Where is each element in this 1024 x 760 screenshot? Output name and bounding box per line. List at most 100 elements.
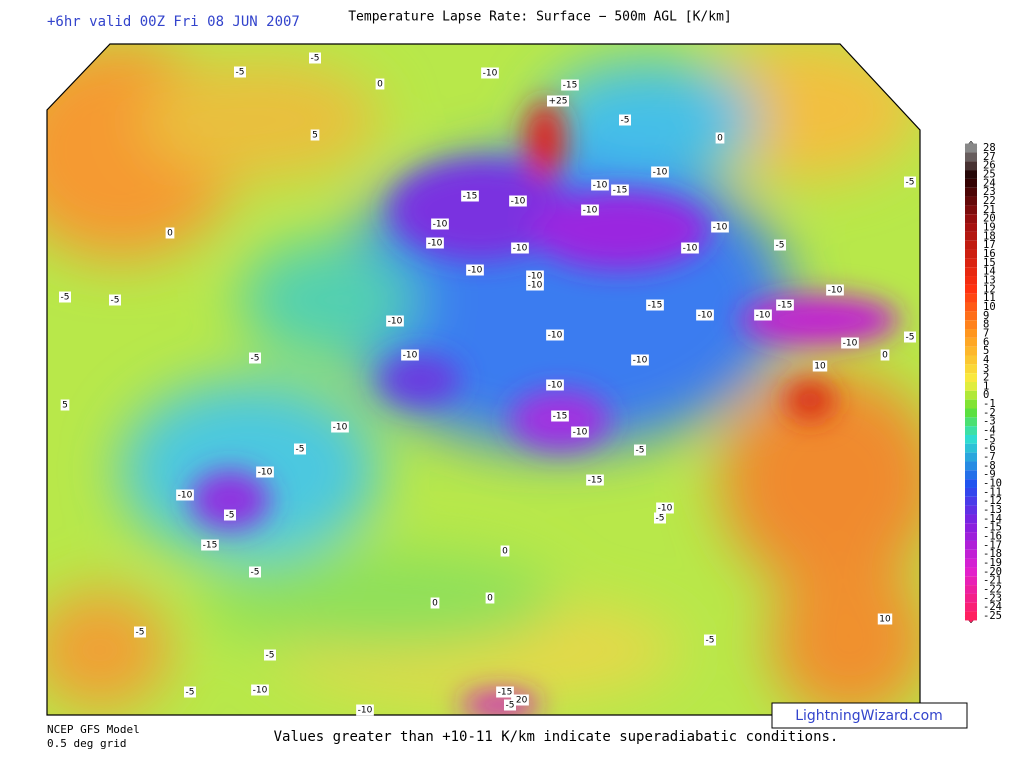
contour-label-box: [696, 309, 714, 321]
contour-label: -10: [388, 317, 403, 327]
contour-label-box: [224, 509, 236, 521]
contour-label-box: [249, 566, 261, 578]
contour-label-box: [375, 78, 385, 90]
colorbar-label: -9: [983, 469, 996, 481]
valid-time: +6hr valid 00Z Fri 08 JUN 2007: [47, 14, 300, 30]
contour-label: -15: [498, 688, 513, 698]
colorbar-cell: [965, 364, 977, 374]
colorbar-label: 27: [983, 151, 996, 163]
contour-label: -5: [656, 514, 665, 524]
contour-label: -10: [528, 281, 543, 291]
contour-label-box: [485, 592, 495, 604]
colorbar-label: 7: [983, 327, 989, 339]
colorbar-cell: [965, 355, 977, 365]
contour-label-box: [651, 166, 669, 178]
contour-label-box: [526, 270, 544, 282]
colorbar-cell: [965, 293, 977, 303]
contour-label-box: [496, 686, 514, 698]
colorbar: 2827262524232221201918171615141312111098…: [964, 140, 1002, 624]
contour-label-box: [681, 242, 699, 254]
contour-label-box: [500, 545, 510, 557]
contour-label: -10: [253, 686, 268, 696]
contour-label-box: [109, 294, 121, 306]
contour-label-box: [547, 95, 569, 107]
colorbar-label: -15: [983, 522, 1002, 534]
colorbar-label: 21: [983, 204, 996, 216]
contour-label: -10: [843, 339, 858, 349]
colorbar-label: 22: [983, 195, 996, 207]
contour-label: -10: [333, 423, 348, 433]
contour-label-box: [165, 227, 175, 239]
contour-label: 0: [377, 80, 383, 90]
contour-label-box: [526, 279, 544, 291]
colorbar-label: 11: [983, 292, 996, 304]
contour-label: -10: [178, 491, 193, 501]
contour-label: -10: [593, 181, 608, 191]
contour-label-box: [654, 512, 666, 524]
colorbar-cell: [965, 549, 977, 559]
contour-label: -15: [588, 476, 603, 486]
colorbar-cell: [965, 240, 977, 250]
colorbar-cell: [965, 426, 977, 435]
colorbar-cell: [965, 540, 977, 550]
contour-label-box: [386, 315, 404, 327]
contour-label-box: [294, 443, 306, 455]
model-label: NCEP GFS Model: [47, 723, 140, 736]
contour-label-box: [619, 114, 631, 126]
footnote: Values greater than +10-11 K/km indicate…: [274, 729, 839, 745]
colorbar-label: -13: [983, 504, 1002, 516]
colorbar-cell: [965, 214, 977, 224]
contour-label-box: [60, 399, 70, 411]
contour-label: 0: [882, 351, 888, 361]
colorbar-label: 14: [983, 266, 996, 278]
colorbar-cell: [965, 170, 977, 179]
contour-label-box: [656, 502, 674, 514]
contour-label-box: [754, 309, 772, 321]
colorbar-label: 18: [983, 230, 996, 242]
contour-label-box: [59, 291, 71, 303]
contour-label-box: [201, 539, 219, 551]
contour-label: -5: [136, 628, 145, 638]
colorbar-label: -23: [983, 592, 1002, 604]
contour-label: -5: [186, 688, 195, 698]
contour-label: -10: [468, 266, 483, 276]
colorbar-cell: [965, 611, 977, 621]
contour-label: -5: [296, 445, 305, 455]
colorbar-cell: [965, 408, 977, 418]
contour-label-box: [841, 337, 859, 349]
contour-label-box: [571, 426, 589, 438]
contour-label: -5: [266, 651, 275, 661]
colorbar-label: 17: [983, 239, 996, 251]
contour-label-box: [256, 466, 274, 478]
colorbar-label: -18: [983, 548, 1002, 560]
contour-label-box: [481, 67, 499, 79]
colorbar-cell: [965, 417, 977, 427]
colorbar-label: -21: [983, 575, 1002, 587]
colorbar-cell: [965, 470, 977, 480]
colorbar-label: -25: [983, 610, 1002, 622]
colorbar-label: 16: [983, 248, 996, 260]
contour-label: -10: [683, 244, 698, 254]
contour-label: -5: [706, 636, 715, 646]
colorbar-cell: [965, 329, 977, 338]
contour-label-box: [466, 264, 484, 276]
contour-label-box: [704, 634, 716, 646]
contour-label-box: [356, 704, 374, 716]
colorbar-cell: [965, 143, 977, 153]
contour-label-box: [904, 331, 916, 343]
grid-label: 0.5 deg grid: [47, 737, 126, 750]
colorbar-label: 0: [983, 389, 989, 401]
colorbar-cell: [965, 373, 977, 382]
colorbar-label: -17: [983, 539, 1002, 551]
colorbar-label: 1: [983, 380, 989, 392]
colorbar-label: -11: [983, 486, 1002, 498]
contour-label: -5: [906, 178, 915, 188]
colorbar-cell: [965, 320, 977, 330]
colorbar-cell: [965, 576, 977, 586]
contour-label: -5: [226, 511, 235, 521]
colorbar-label: 25: [983, 168, 996, 180]
contour-label-box: [634, 444, 646, 456]
contour-label: 10: [814, 362, 826, 372]
colorbar-label: -2: [983, 407, 996, 419]
